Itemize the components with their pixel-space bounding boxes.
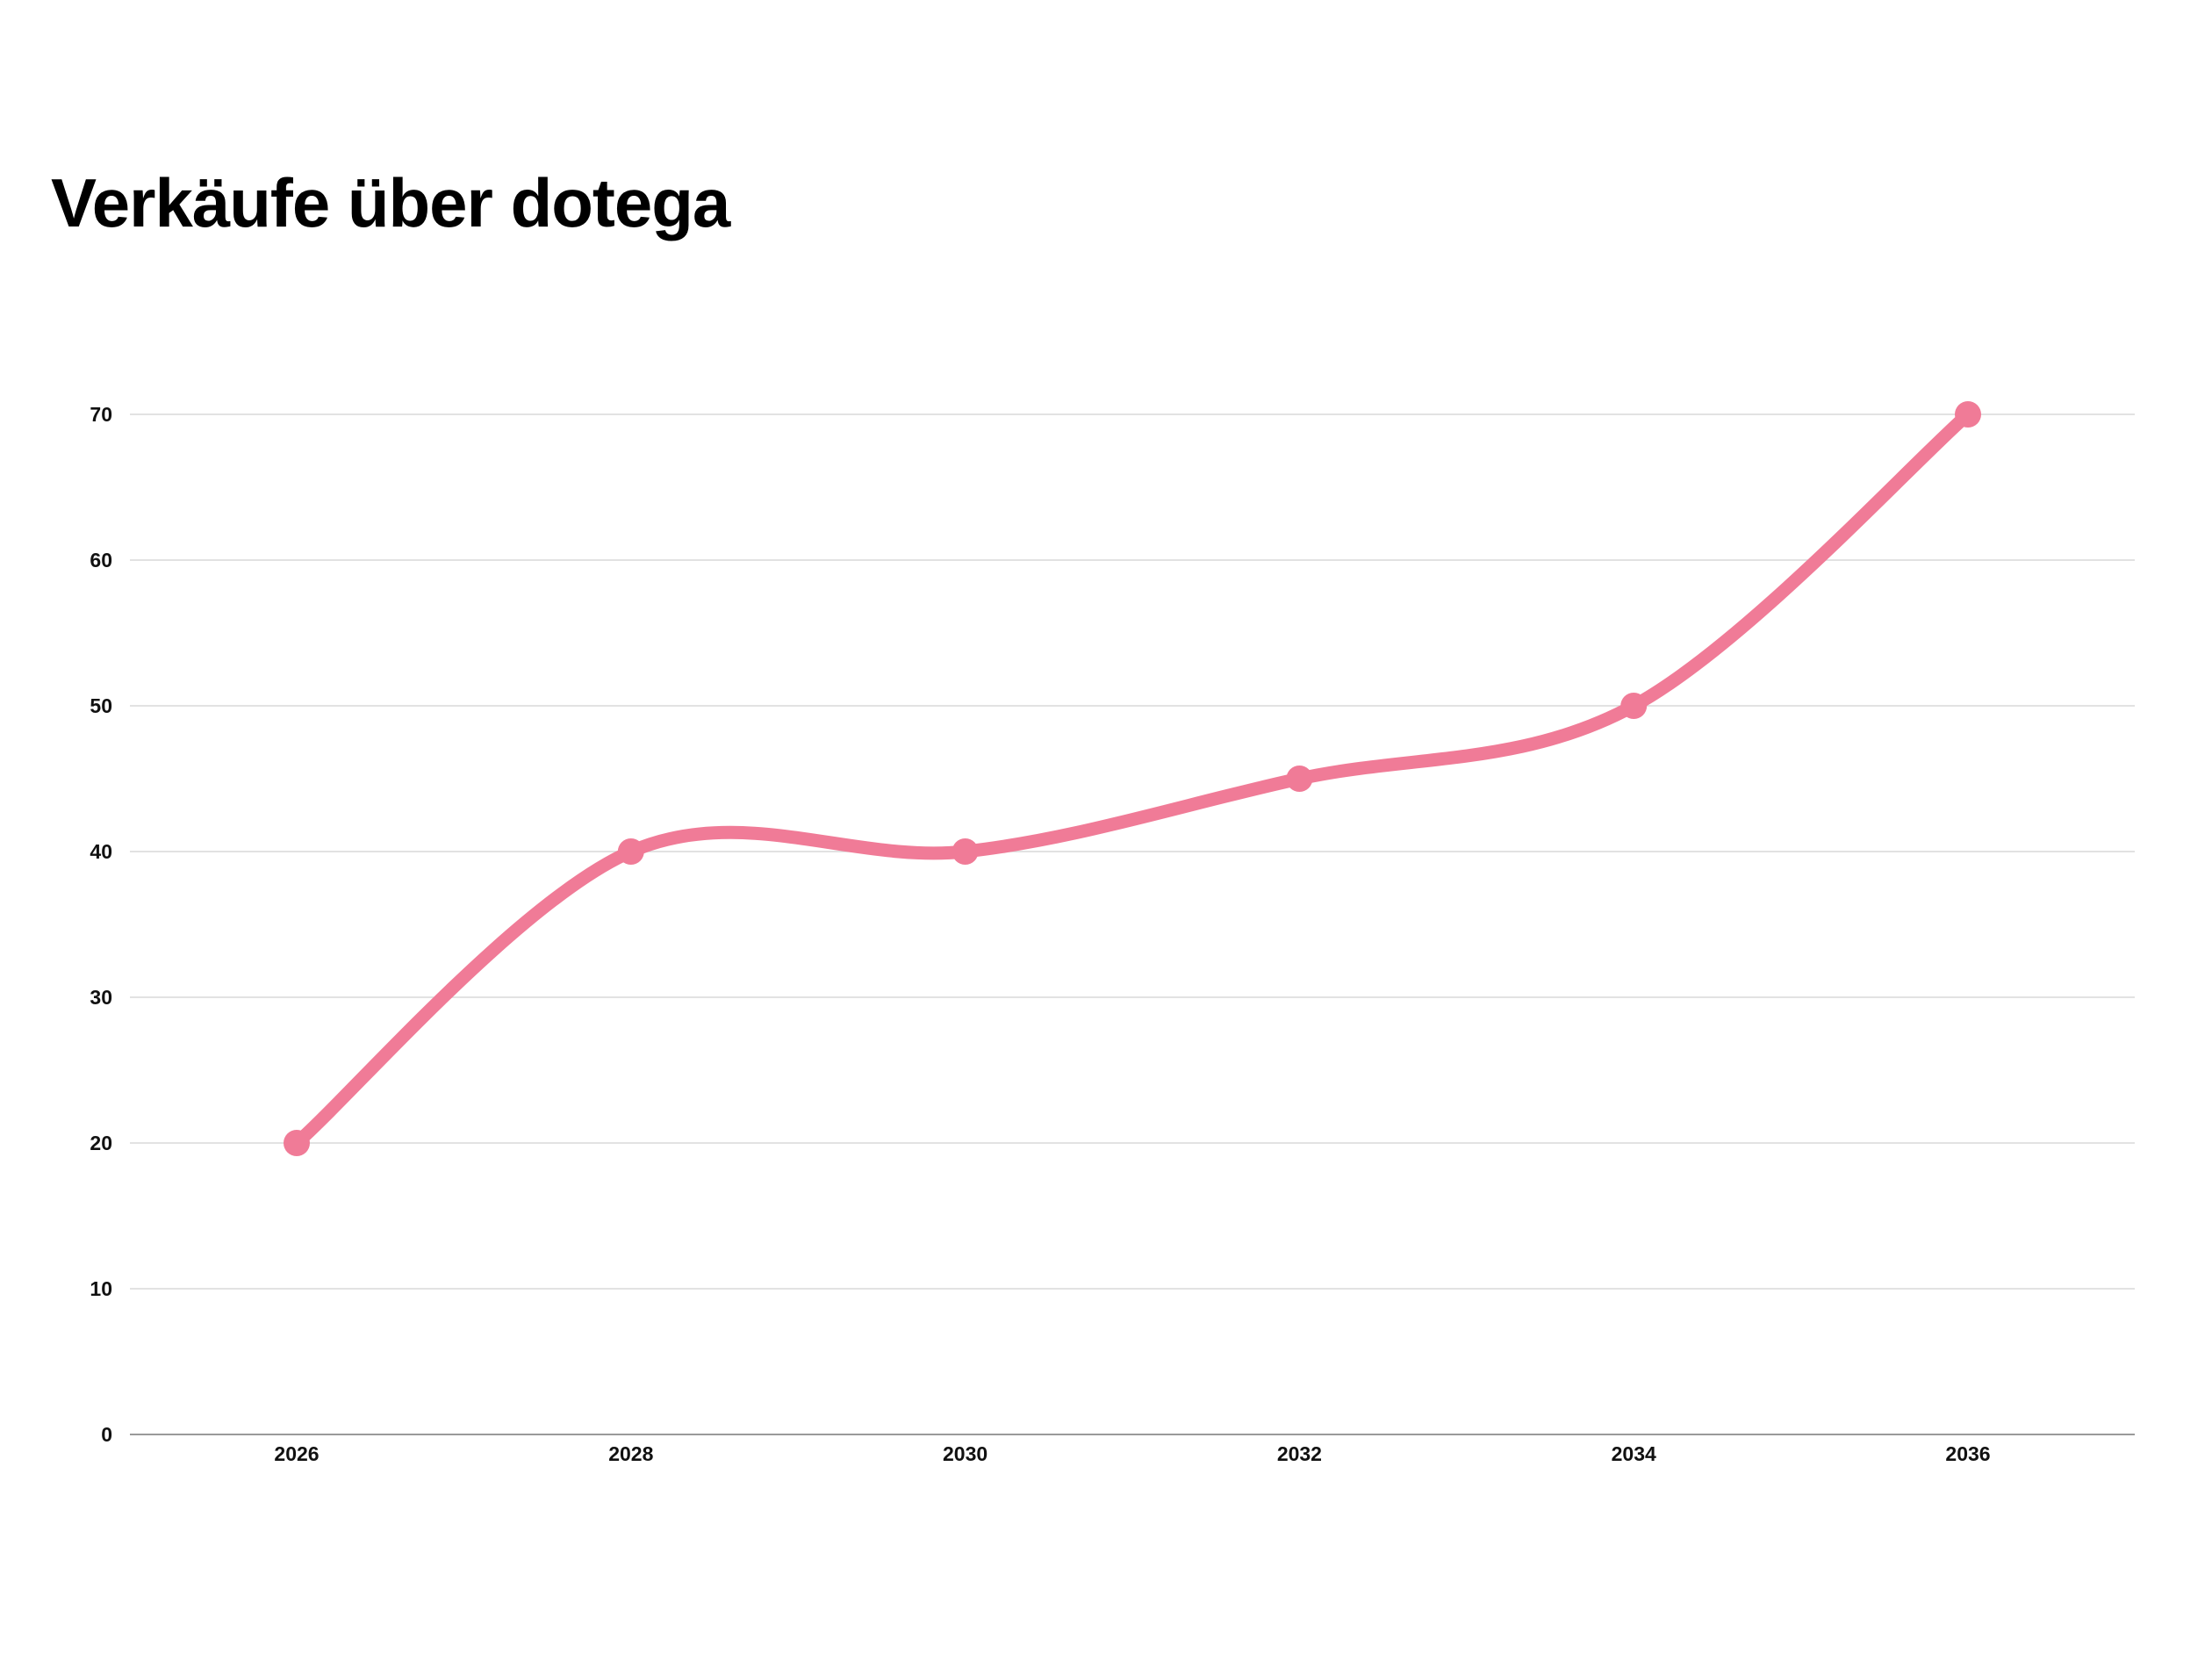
y-tick-label: 70: [90, 403, 112, 426]
data-point-2030: [952, 838, 979, 865]
series-line: [290, 407, 1975, 1150]
y-tick-label: 30: [90, 986, 112, 1009]
y-tick-label: 40: [90, 840, 112, 863]
x-tick-label: 2030: [943, 1442, 988, 1465]
y-tick-label: 20: [90, 1132, 112, 1154]
y-axis-ticks: 0 10 20 30 40 50 60 70: [90, 403, 112, 1446]
series-layer: [284, 401, 1981, 1156]
x-tick-label: 2032: [1277, 1442, 1322, 1465]
y-tick-label: 10: [90, 1277, 112, 1300]
data-point-2028: [617, 838, 644, 865]
chart-title: Verkäufe über dotega: [51, 164, 730, 241]
data-point-2036: [1955, 401, 1981, 428]
gridlines: [130, 413, 2135, 1435]
x-axis-ticks: 2026 2028 2030 2032 2034 2036: [274, 1442, 1990, 1465]
y-tick-label: 0: [101, 1423, 112, 1446]
data-point-2034: [1620, 693, 1648, 719]
y-tick-label: 50: [90, 694, 112, 717]
y-tick-label: 60: [90, 549, 112, 572]
data-point-2032: [1286, 766, 1313, 792]
data-point-2026: [284, 1130, 310, 1156]
x-tick-label: 2034: [1612, 1442, 1656, 1465]
x-tick-label: 2026: [274, 1442, 319, 1465]
x-tick-label: 2028: [608, 1442, 653, 1465]
x-tick-label: 2036: [1945, 1442, 1990, 1465]
